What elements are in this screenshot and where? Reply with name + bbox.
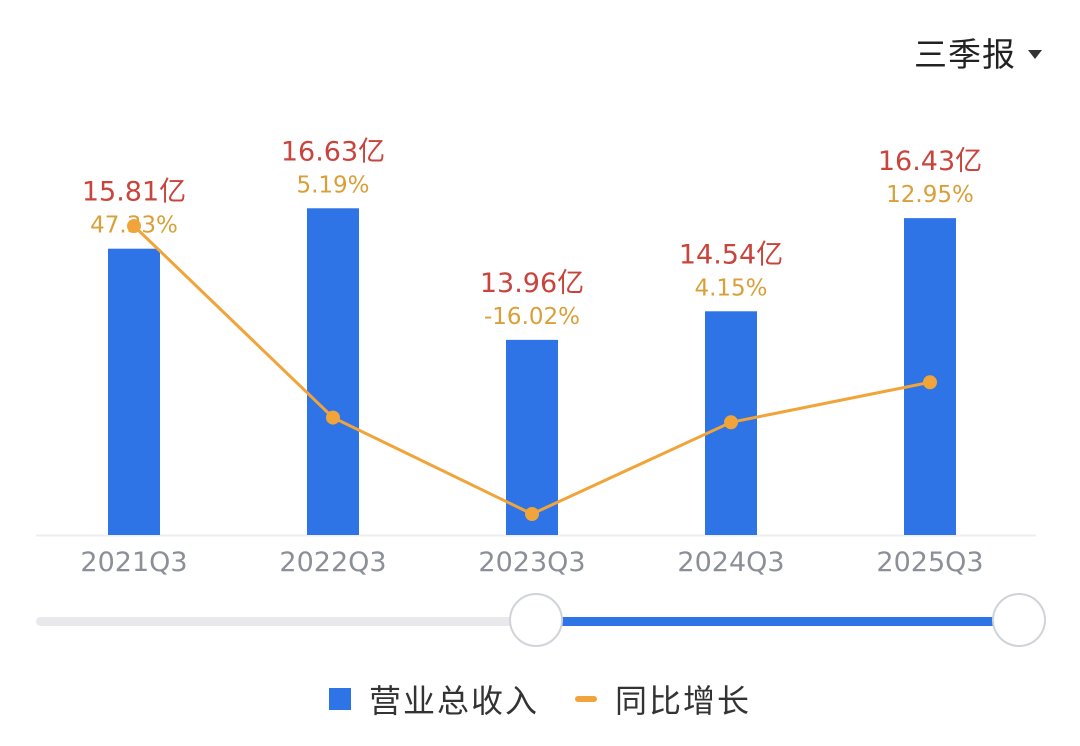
legend-item-growth[interactable]: 同比增长	[575, 676, 751, 722]
revenue-value-label: 14.54亿	[679, 239, 783, 270]
x-tick-label: 2022Q3	[279, 547, 386, 578]
report-period-label: 三季报	[914, 35, 1016, 74]
growth-value-label: 4.15%	[694, 275, 767, 301]
revenue-bar	[506, 339, 558, 535]
range-slider[interactable]	[0, 590, 1080, 654]
chart-legend: 营业总收入 同比增长	[0, 676, 1080, 722]
growth-point	[326, 410, 340, 425]
legend-bar-swatch	[328, 688, 351, 710]
revenue-value-label: 13.96亿	[480, 268, 584, 299]
revenue-growth-chart: 15.81亿47.33%2021Q316.63亿5.19%2022Q313.96…	[36, 136, 1036, 578]
legend-line-swatch	[575, 696, 597, 702]
x-tick-label: 2023Q3	[478, 547, 585, 578]
x-tick-label: 2021Q3	[80, 547, 187, 578]
legend-label-growth: 同比增长	[615, 682, 752, 720]
revenue-bar	[108, 248, 160, 535]
revenue-value-label: 16.43亿	[878, 146, 982, 177]
slider-start-handle[interactable]	[509, 593, 563, 647]
x-tick-label: 2024Q3	[677, 547, 784, 578]
growth-value-label: -16.02%	[484, 304, 580, 330]
x-tick-label: 2025Q3	[876, 547, 983, 578]
growth-point	[525, 507, 539, 521]
revenue-value-label: 15.81亿	[82, 177, 186, 208]
growth-point	[724, 415, 738, 430]
growth-value-label: 5.19%	[296, 172, 369, 198]
revenue-value-label: 16.63亿	[281, 136, 385, 167]
caret-down-icon	[1028, 49, 1042, 59]
legend-label-revenue: 营业总收入	[368, 682, 539, 720]
report-period-dropdown[interactable]: 三季报	[914, 28, 1042, 76]
growth-point	[127, 219, 141, 233]
slider-end-handle[interactable]	[992, 593, 1046, 647]
legend-item-revenue[interactable]: 营业总收入	[328, 676, 539, 722]
growth-value-label: 12.95%	[886, 182, 974, 208]
growth-point	[923, 375, 937, 390]
revenue-bar	[307, 208, 359, 535]
slider-selected-range[interactable]	[536, 617, 1036, 626]
